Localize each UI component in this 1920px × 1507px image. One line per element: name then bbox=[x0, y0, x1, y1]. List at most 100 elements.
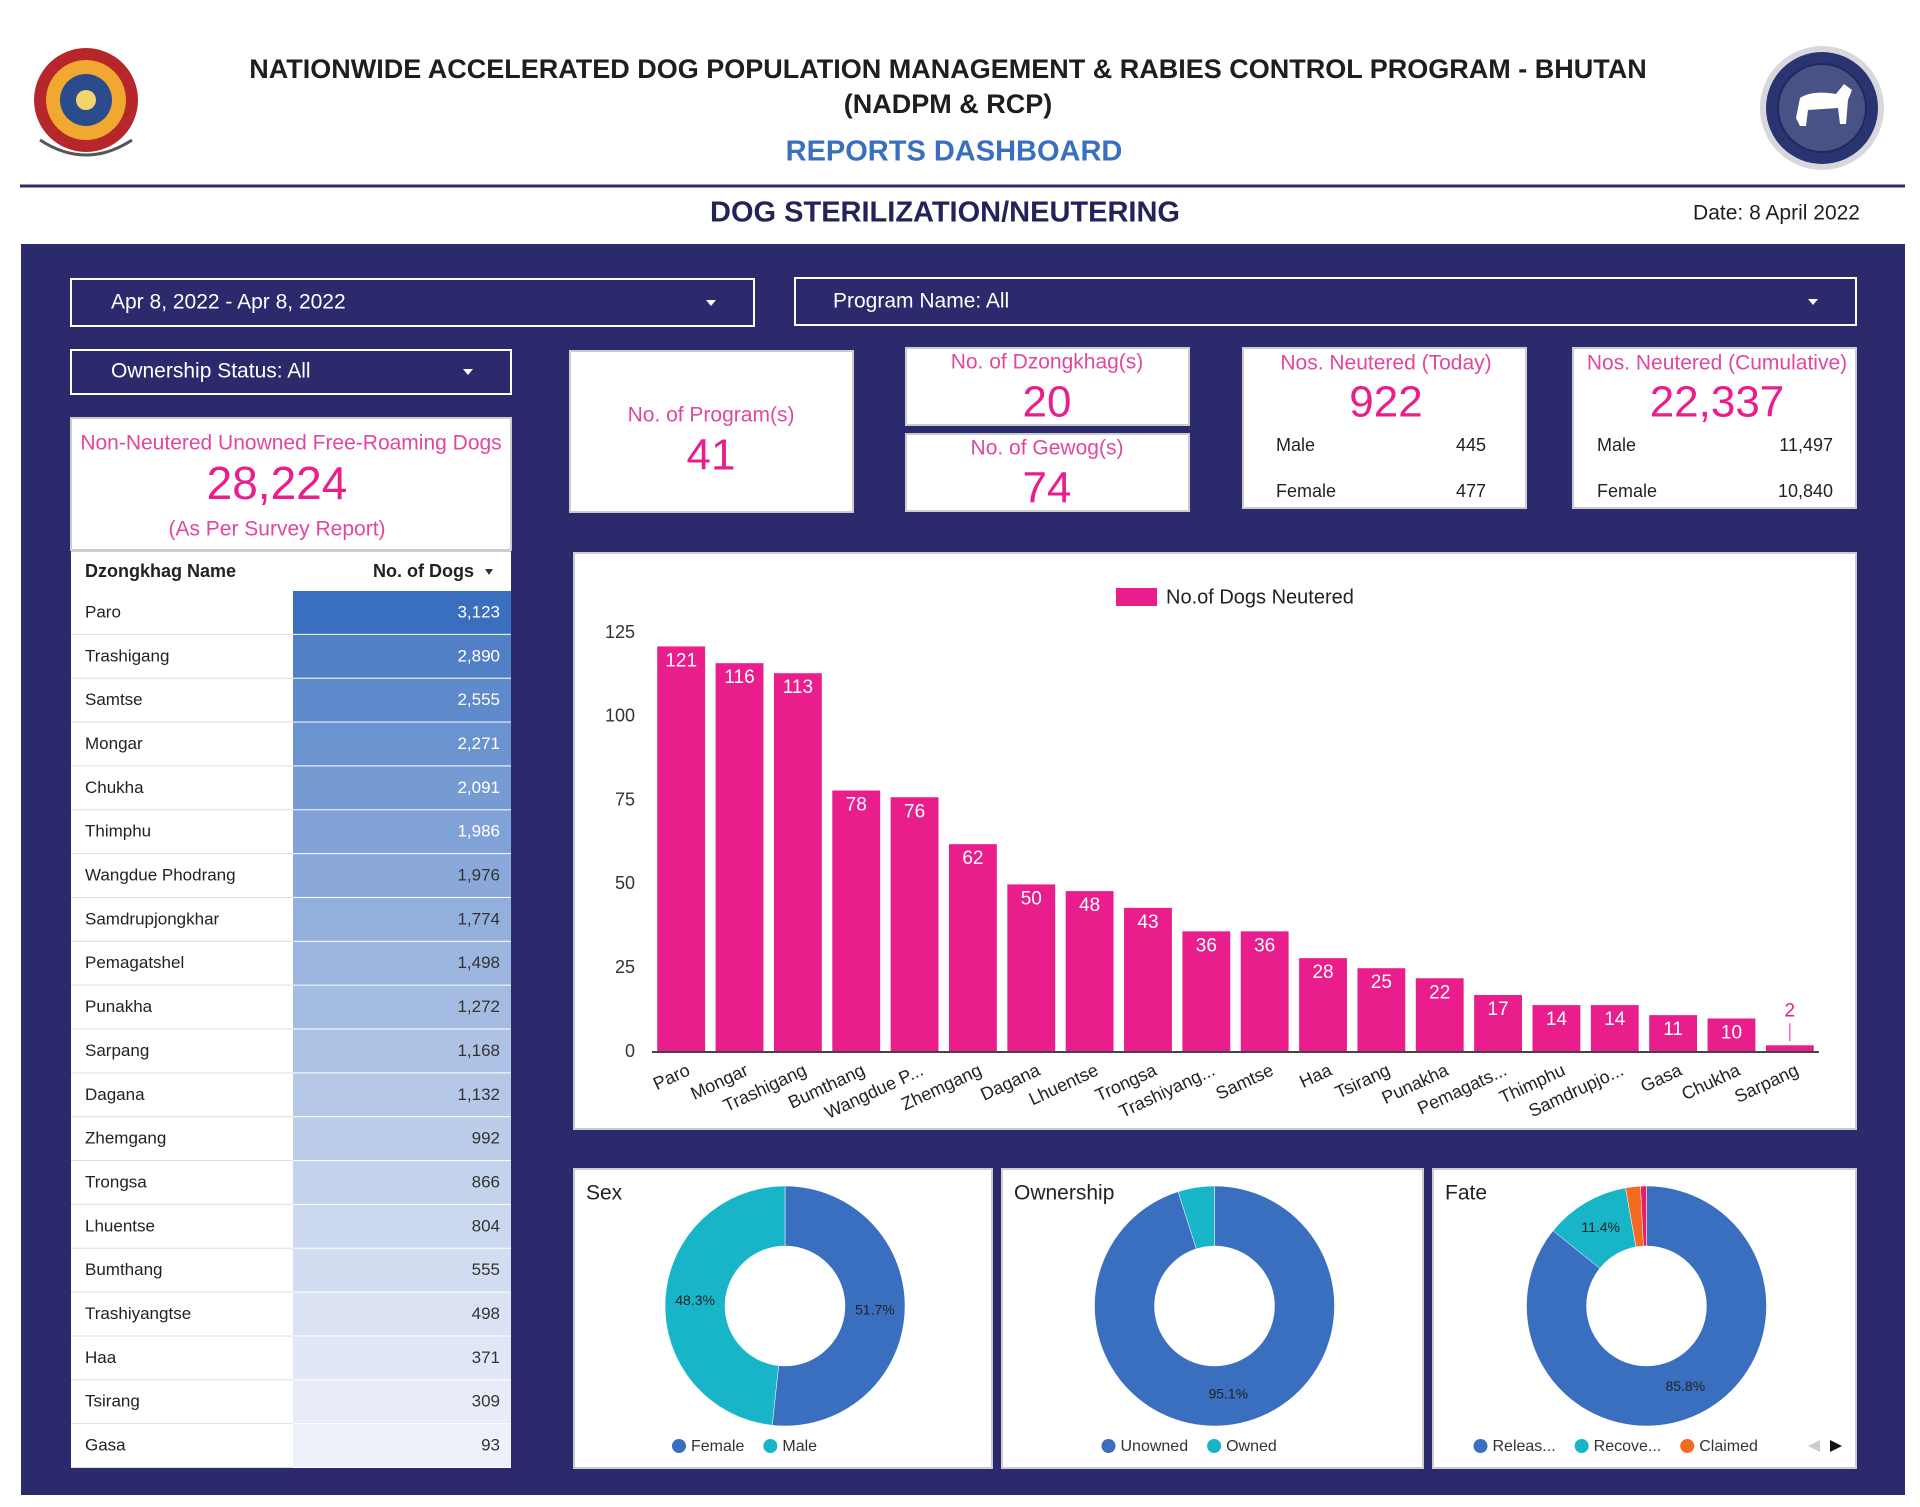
donut-slice bbox=[1526, 1185, 1767, 1427]
bar bbox=[1357, 968, 1406, 1052]
value-cell bbox=[293, 1073, 511, 1117]
today-female-value: 477 bbox=[1456, 481, 1486, 501]
program-filter[interactable] bbox=[794, 277, 1857, 326]
y-tick-label: 25 bbox=[615, 957, 635, 977]
ownership-filter[interactable] bbox=[70, 349, 512, 395]
legend-label: No.of Dogs Neutered bbox=[1166, 586, 1354, 608]
dog-count: 93 bbox=[481, 1436, 500, 1455]
dzongkhag-name: Lhuentse bbox=[85, 1216, 155, 1235]
dzongkhag-name: Samdrupjongkhar bbox=[85, 909, 220, 928]
bar bbox=[1765, 1045, 1814, 1052]
dog-count: 371 bbox=[472, 1348, 500, 1367]
bar-value-label: 43 bbox=[1137, 912, 1158, 933]
program-filter-text: Program Name: All bbox=[833, 290, 1009, 313]
value-cell bbox=[293, 1336, 511, 1380]
legend-dot bbox=[763, 1439, 778, 1453]
legend-label: Recove... bbox=[1594, 1438, 1662, 1455]
bar-value-label: 48 bbox=[1079, 895, 1100, 916]
date-filter[interactable] bbox=[70, 278, 755, 327]
legend-next[interactable] bbox=[1830, 1440, 1842, 1452]
bar-value-label: 50 bbox=[1021, 888, 1042, 909]
donut-slice bbox=[1640, 1185, 1647, 1247]
bar bbox=[832, 790, 881, 1052]
bar bbox=[1707, 1018, 1756, 1052]
slice-label: 85.8% bbox=[1665, 1378, 1705, 1394]
value-cell bbox=[293, 634, 511, 678]
gewogs-value: 74 bbox=[1023, 464, 1072, 513]
bar-value-label: 10 bbox=[1721, 1022, 1742, 1043]
legend-label: Releas... bbox=[1493, 1438, 1556, 1455]
value-cell bbox=[293, 766, 511, 810]
legend-label: Female bbox=[691, 1438, 744, 1455]
bar-value-label: 11 bbox=[1663, 1019, 1683, 1040]
dropdown-arrow bbox=[1808, 299, 1818, 305]
bar bbox=[1007, 884, 1056, 1052]
dog-count: 1,774 bbox=[457, 909, 500, 928]
value-cell bbox=[293, 722, 511, 766]
legend-label: Claimed bbox=[1699, 1438, 1758, 1455]
dzongkhag-name: Haa bbox=[85, 1348, 117, 1367]
table-column-header: Dzongkhag Name bbox=[85, 561, 236, 581]
bar bbox=[773, 673, 822, 1052]
legend-dot bbox=[1207, 1439, 1222, 1453]
value-cell bbox=[293, 854, 511, 897]
sort-arrow[interactable] bbox=[485, 569, 493, 575]
bar bbox=[657, 646, 706, 1052]
dog-count: 555 bbox=[472, 1260, 500, 1279]
legend-label: Owned bbox=[1226, 1438, 1277, 1455]
bar bbox=[890, 797, 939, 1052]
dashboard-title: REPORTS DASHBOARD bbox=[786, 136, 1123, 168]
bar-value-label: 22 bbox=[1429, 982, 1450, 1003]
programs-box bbox=[569, 350, 854, 513]
today-value: 922 bbox=[1349, 378, 1422, 427]
dog-count: 2,890 bbox=[457, 646, 500, 665]
cumulative-male-value: 11,497 bbox=[1779, 435, 1833, 455]
y-tick-label: 100 bbox=[605, 706, 635, 726]
bar bbox=[1124, 907, 1172, 1052]
bar-value-label: 28 bbox=[1312, 962, 1333, 983]
dog-count: 2,091 bbox=[457, 778, 500, 797]
dropdown-arrow bbox=[706, 300, 716, 306]
survey-label: Non-Neutered Unowned Free-Roaming Dogs bbox=[80, 432, 501, 455]
dog-count: 1,976 bbox=[457, 866, 500, 885]
today-label: Nos. Neutered (Today) bbox=[1280, 352, 1491, 375]
dzongkhags-value: 20 bbox=[1023, 378, 1072, 427]
value-cell bbox=[293, 1204, 511, 1248]
dzongkhag-name: Wangdue Phodrang bbox=[85, 866, 236, 885]
dzongkhag-name: Trashiyangtse bbox=[85, 1304, 191, 1323]
dzongkhag-name: Zhemgang bbox=[85, 1129, 166, 1148]
bar-value-label: 14 bbox=[1604, 1009, 1626, 1030]
value-cell bbox=[293, 941, 511, 985]
today-male-label: Male bbox=[1276, 435, 1315, 455]
table-column-header: No. of Dogs bbox=[373, 561, 474, 581]
header-title: NATIONWIDE ACCELERATED DOG POPULATION MA… bbox=[249, 54, 1646, 84]
bar-value-label: 36 bbox=[1254, 935, 1275, 956]
dzongkhags-label: No. of Dzongkhag(s) bbox=[951, 351, 1144, 374]
value-cell bbox=[293, 1248, 511, 1292]
donut-title: Sex bbox=[586, 1182, 623, 1205]
section-title: DOG STERILIZATION/NEUTERING bbox=[710, 197, 1180, 229]
dog-count: 992 bbox=[472, 1129, 500, 1148]
dzongkhag-name: Chukha bbox=[85, 778, 144, 797]
dog-count: 866 bbox=[472, 1172, 500, 1191]
bar bbox=[1590, 1005, 1639, 1052]
donut-slice bbox=[1094, 1185, 1335, 1427]
slice-label: 48.3% bbox=[675, 1292, 715, 1308]
programs-label: No. of Program(s) bbox=[628, 404, 795, 427]
program-logo bbox=[1760, 46, 1884, 170]
legend-prev[interactable] bbox=[1808, 1440, 1820, 1452]
ownership-filter-text: Ownership Status: All bbox=[111, 360, 311, 383]
bar bbox=[1474, 995, 1522, 1052]
dzongkhags-box bbox=[905, 347, 1190, 426]
dog-count: 498 bbox=[472, 1304, 500, 1323]
donut-slice bbox=[664, 1185, 786, 1426]
value-cell bbox=[293, 1029, 511, 1073]
date-filter-text: Apr 8, 2022 - Apr 8, 2022 bbox=[111, 291, 346, 314]
bar bbox=[1240, 931, 1289, 1052]
emblem-logo bbox=[34, 48, 138, 157]
bar-value-label: 116 bbox=[724, 667, 754, 688]
dog-count: 2,555 bbox=[457, 690, 500, 709]
cumulative-value: 22,337 bbox=[1650, 378, 1785, 427]
dzongkhag-name: Trongsa bbox=[85, 1172, 147, 1191]
cumulative-box bbox=[1572, 347, 1857, 509]
